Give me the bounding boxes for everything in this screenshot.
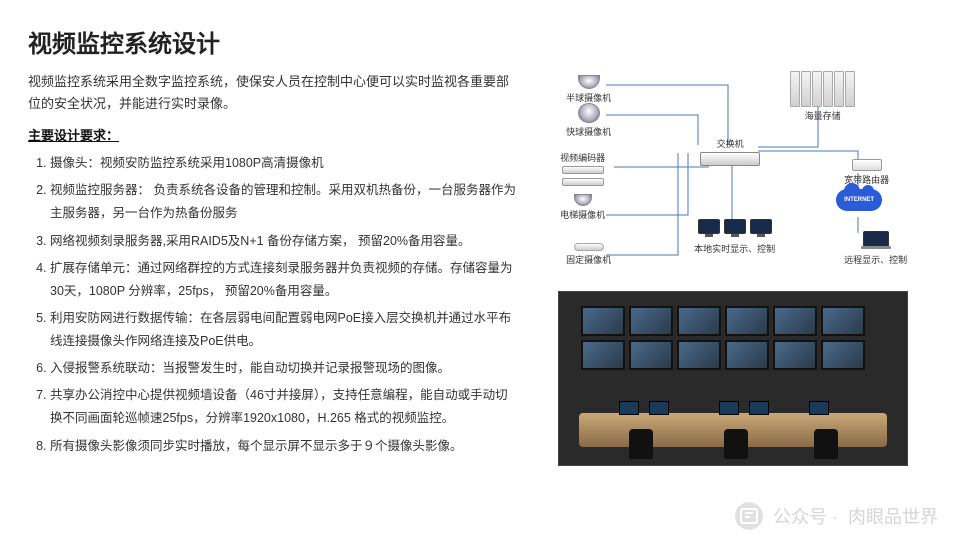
page-title: 视频监控系统设计 [28, 24, 932, 59]
switch-label: 交换机 [717, 137, 744, 150]
requirement-item: 网络视频刻录服务器,采用RAID5及N+1 备份存储方案， 预留20%备用容量。 [50, 230, 516, 253]
switch-node: 交换机 [700, 137, 760, 166]
elevator-camera-label: 电梯摄像机 [560, 208, 605, 221]
video-wall-screen [677, 306, 721, 336]
fixed-camera-icon [574, 243, 604, 251]
video-wall-screen [677, 340, 721, 370]
requirement-item: 视频监控服务器： 负责系统各设备的管理和控制。采用双机热备份，一台服务器作为主服… [50, 179, 516, 225]
right-column: 半球摄像机 快球摄像机 视频编码器 电梯摄像机 固定摄像机 [534, 71, 932, 466]
intro-paragraph: 视频监控系统采用全数字监控系统，使保安人员在控制中心便可以实时监视各重要部位的安… [28, 71, 516, 115]
desk-monitor [809, 401, 829, 415]
local-display-label: 本地实时显示、控制 [694, 242, 775, 255]
server-rack-icon [790, 71, 855, 107]
operator-chair [814, 429, 838, 459]
video-wall-screen [629, 340, 673, 370]
watermark-name: 肉眼品世界 [848, 503, 938, 529]
elevator-camera-icon [574, 194, 592, 206]
network-diagram: 半球摄像机 快球摄像机 视频编码器 电梯摄像机 固定摄像机 [558, 71, 908, 281]
fixed-camera-label: 固定摄像机 [566, 253, 611, 266]
two-column-layout: 视频监控系统采用全数字监控系统，使保安人员在控制中心便可以实时监视各重要部位的安… [28, 71, 932, 466]
desk-monitor [749, 401, 769, 415]
desk-monitor [649, 401, 669, 415]
watermark: 公众号 · 肉眼品世界 [735, 502, 938, 530]
video-wall-screen [629, 306, 673, 336]
ptz-camera-icon [578, 103, 600, 123]
watermark-prefix: 公众号 · [773, 503, 838, 529]
operator-chair [724, 429, 748, 459]
left-column: 视频监控系统采用全数字监控系统，使保安人员在控制中心便可以实时监视各重要部位的安… [28, 71, 516, 466]
storage-label: 海量存储 [805, 109, 841, 122]
dome-camera-icon [578, 75, 600, 89]
requirements-heading: 主要设计要求： [28, 125, 516, 144]
video-wall-screen [821, 340, 865, 370]
video-wall-screen [581, 306, 625, 336]
video-wall-screen [725, 306, 769, 336]
requirement-item: 所有摄像头影像须同步实时播放，每个显示屏不显示多于９个摄像头影像。 [50, 435, 516, 458]
video-wall-screen [821, 306, 865, 336]
encoder-icon [562, 178, 604, 186]
requirement-item: 摄像头：视频安防监控系统采用1080P高清摄像机 [50, 152, 516, 175]
local-display-node: 本地实时显示、控制 [694, 219, 775, 255]
video-wall-screen [773, 306, 817, 336]
monitor-row-icon [698, 219, 772, 234]
video-wall-screen [725, 340, 769, 370]
video-wall-screen [773, 340, 817, 370]
desk-monitor [719, 401, 739, 415]
fixed-camera-node: 固定摄像机 [566, 243, 611, 266]
requirement-item: 扩展存储单元：通过网络群控的方式连接刻录服务器并负责视频的存储。存储容量为30天… [50, 257, 516, 303]
dome-camera-node: 半球摄像机 [566, 75, 611, 104]
router-icon [852, 159, 882, 171]
remote-display-node: 远程显示、控制 [844, 231, 907, 266]
ptz-camera-node: 快球摄像机 [566, 103, 611, 138]
internet-cloud-icon: INTERNET [836, 189, 882, 211]
laptop-icon [863, 231, 889, 247]
operator-chair [629, 429, 653, 459]
remote-display-label: 远程显示、控制 [844, 253, 907, 266]
requirements-list: 摄像头：视频安防监控系统采用1080P高清摄像机 视频监控服务器： 负责系统各设… [28, 152, 516, 458]
requirement-item: 利用安防网进行数据传输：在各层弱电间配置弱电网PoE接入层交换机并通过水平布线连… [50, 307, 516, 353]
requirement-item: 共享办公消控中心提供视频墙设备（46寸并接屏），支持任意编程，能自动或手动切换不… [50, 384, 516, 430]
desk-monitor [619, 401, 639, 415]
encoder-node: 视频编码器 电梯摄像机 [560, 151, 605, 221]
control-room-photo [558, 291, 908, 466]
storage-node: 海量存储 [790, 71, 855, 122]
switch-icon [700, 152, 760, 166]
ptz-camera-label: 快球摄像机 [566, 125, 611, 138]
video-wall-screen [581, 340, 625, 370]
internet-node: INTERNET [836, 189, 882, 211]
encoder-label: 视频编码器 [560, 151, 605, 164]
requirement-item: 入侵报警系统联动：当报警发生时，能自动切换并记录报警现场的图像。 [50, 357, 516, 380]
router-node: 宽带路由器 [844, 159, 889, 186]
document-page: 视频监控系统设计 视频监控系统采用全数字监控系统，使保安人员在控制中心便可以实时… [0, 0, 960, 540]
wechat-article-icon [735, 502, 763, 530]
encoder-icon [562, 166, 604, 174]
